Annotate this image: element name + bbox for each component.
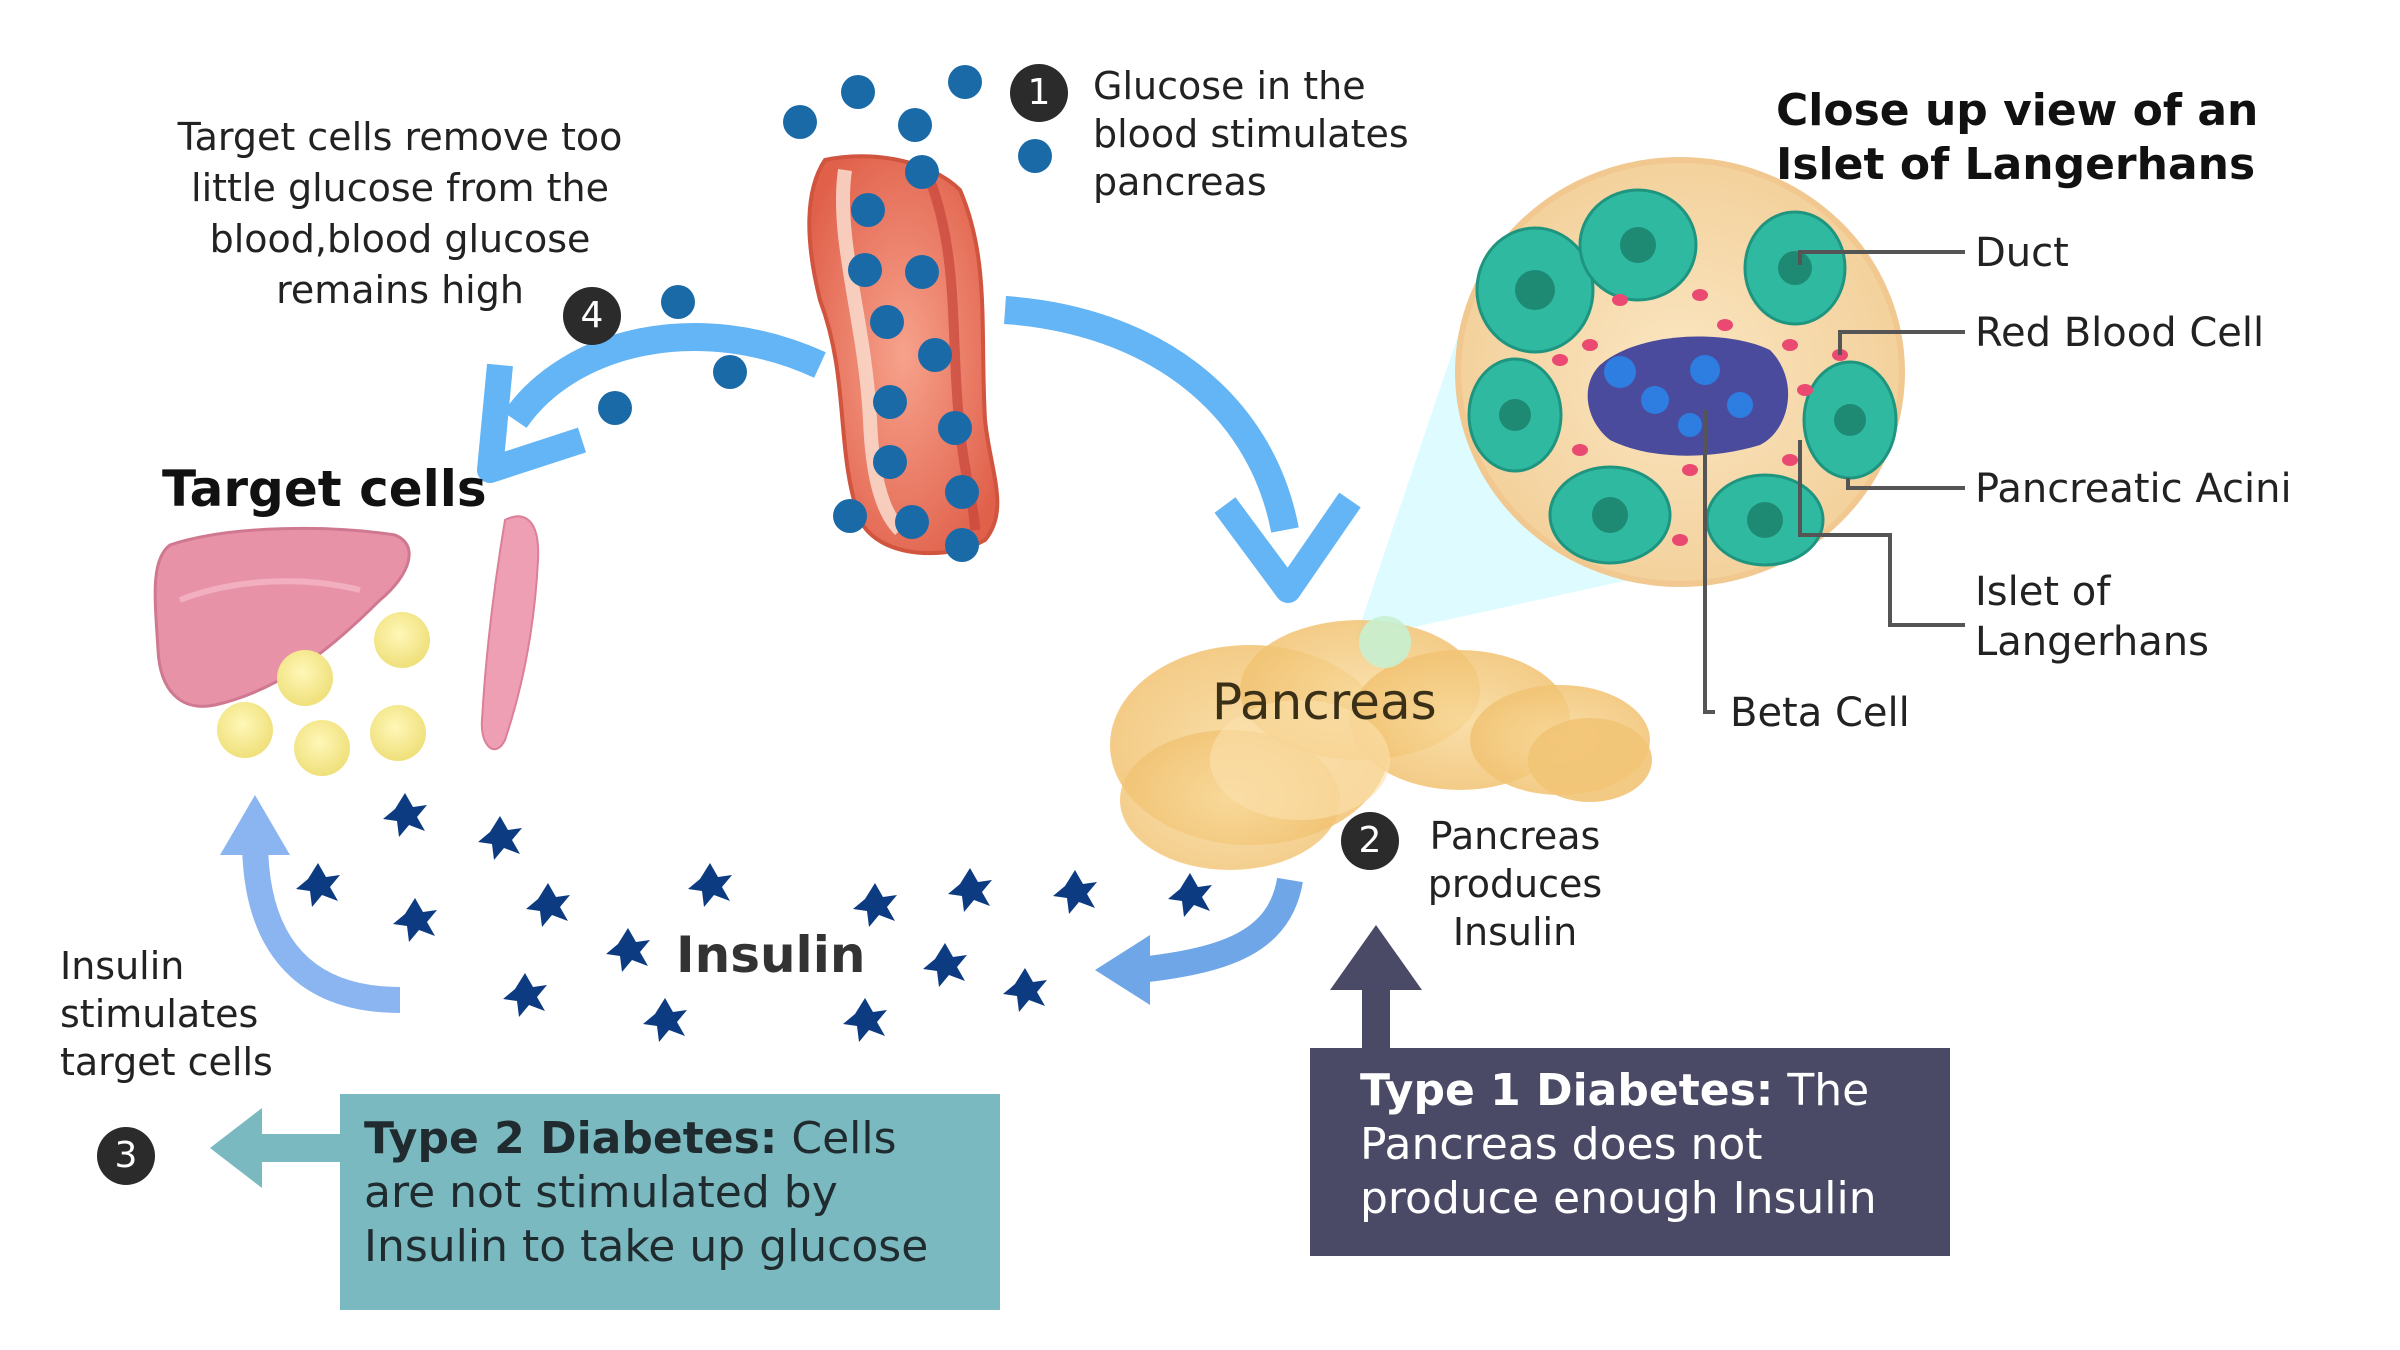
target-cells-label: Target cells (162, 460, 487, 518)
label-duct: Duct (1975, 230, 2069, 276)
step4-text: Target cells remove too little glucose f… (177, 115, 623, 312)
pancreas-organ (1110, 620, 1652, 870)
label-red-blood-cell: Red Blood Cell (1975, 310, 2265, 356)
step1-badge: 1 (1010, 64, 1068, 122)
pancreas-islet-spot (1359, 616, 1411, 668)
leader-pancreatic-acini (1846, 478, 1965, 490)
insulin-molecules (296, 793, 1212, 1042)
step3-text: Insulin stimulates target cells (60, 944, 273, 1084)
step4-badge: 4 (563, 287, 621, 345)
step1-text: Glucose in the blood stimulates pancreas (1093, 64, 1409, 204)
type2-diabetes-note: Type 2 Diabetes: Cells are not stimulate… (340, 1094, 1000, 1310)
step3-badge: 3 (97, 1127, 155, 1185)
pancreas-label: Pancreas (1212, 673, 1437, 731)
arrow-to-pancreas (1004, 296, 1361, 603)
leader-beta-cell (1703, 410, 1715, 714)
fat-cells (217, 612, 430, 776)
type2-title: Type 2 Diabetes: (364, 1113, 778, 1164)
insulin-label: Insulin (676, 926, 866, 984)
step2-badge: 2 (1341, 812, 1399, 870)
leader-islet (1798, 440, 1965, 627)
label-islet-of-langerhans: Islet of Langerhans (1975, 569, 2209, 665)
muscle-shape (480, 515, 540, 751)
arrow-insulin-to-target-cells (220, 795, 401, 1013)
islet-closeup (1455, 157, 1965, 714)
type1-title: Type 1 Diabetes: (1360, 1065, 1774, 1116)
leader-red-blood-cell (1838, 330, 1965, 355)
arrow-pancreas-to-insulin (1095, 877, 1303, 1005)
liver-shape (153, 526, 411, 708)
label-pancreatic-acini: Pancreatic Acini (1975, 466, 2292, 512)
type2-body: Cells are not stimulated by Insulin to t… (364, 1113, 929, 1272)
type1-diabetes-note: Type 1 Diabetes: The Pancreas does not p… (1310, 1048, 1950, 1256)
glucose-dots (598, 65, 1052, 562)
step2-text: Pancreas produces Insulin (1427, 814, 1603, 954)
leader-duct (1798, 250, 1965, 265)
type2-arrow (210, 1108, 360, 1188)
arrow-to-target-cells (477, 322, 826, 483)
type1-body: The Pancreas does not produce enough Ins… (1360, 1065, 1877, 1224)
islet-title: Close up view of an Islet of Langerhans (1776, 85, 2259, 190)
label-beta-cell: Beta Cell (1730, 690, 1910, 736)
